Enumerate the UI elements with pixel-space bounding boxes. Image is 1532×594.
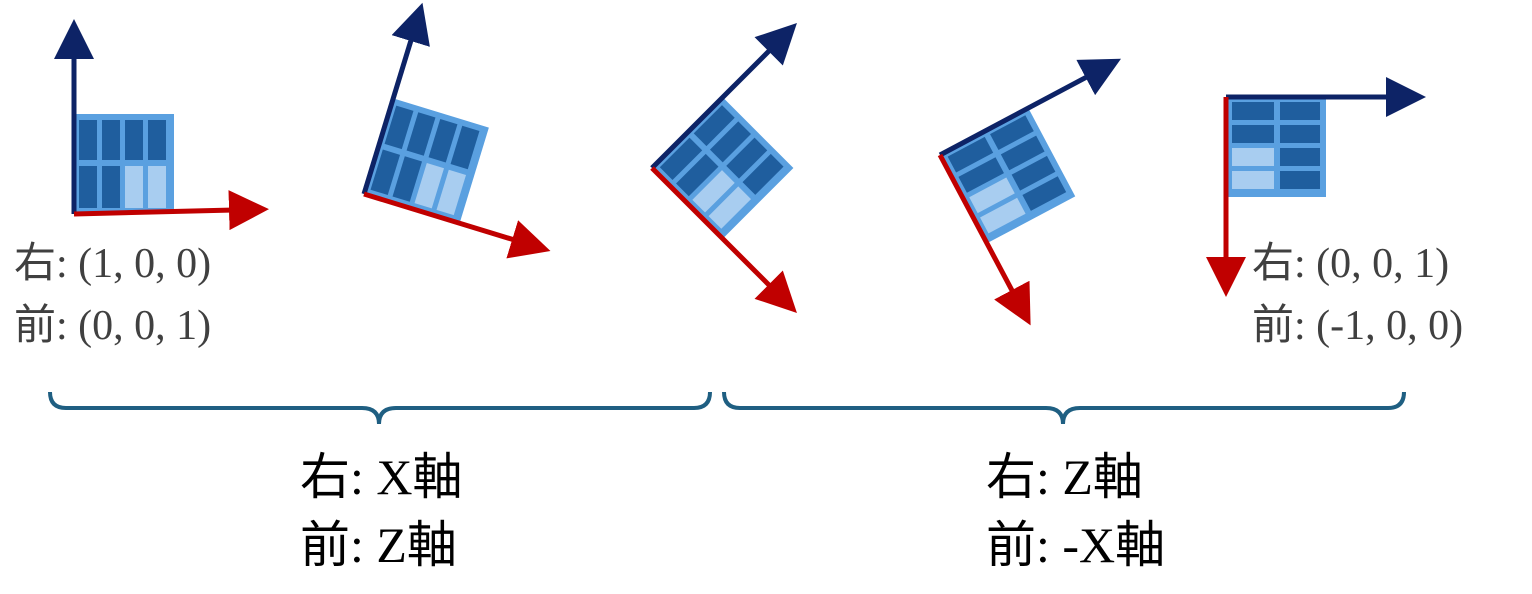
panel-icon [364,98,489,224]
panel-icon [940,108,1076,244]
left-caption-forward: 前: Z軸 [300,517,457,573]
right-axis-arrow [73,190,269,231]
right-axis-arrow [363,191,551,259]
right-axis-arrow [650,166,797,313]
panel-icon [652,97,794,239]
panel-icon [1226,97,1326,197]
stage-2 [361,2,551,259]
right-right-vector: 右: (0, 0, 1) [1252,241,1449,287]
left-right-vector: 右: (1, 0, 0) [14,241,211,287]
stage-4 [937,58,1122,326]
left-forward-vector: 前: (0, 0, 1) [14,303,211,349]
left-bracket [48,391,712,425]
right-forward-vector: 前: (-1, 0, 0) [1252,303,1463,349]
right-axis-arrow [937,153,1031,326]
right-bracket [722,391,1406,425]
panel-icon [74,114,174,214]
up-axis-arrow [650,23,797,170]
stage-3 [650,23,797,313]
right-caption-right: 右: Z軸 [986,449,1143,505]
left-caption-right: 右: X軸 [300,449,463,505]
stage-5 [1206,77,1426,297]
up-axis-arrow [938,58,1122,158]
up-axis-arrow [361,2,430,195]
stage-1 [54,19,269,231]
right-caption-forward: 前: -X軸 [986,517,1165,573]
